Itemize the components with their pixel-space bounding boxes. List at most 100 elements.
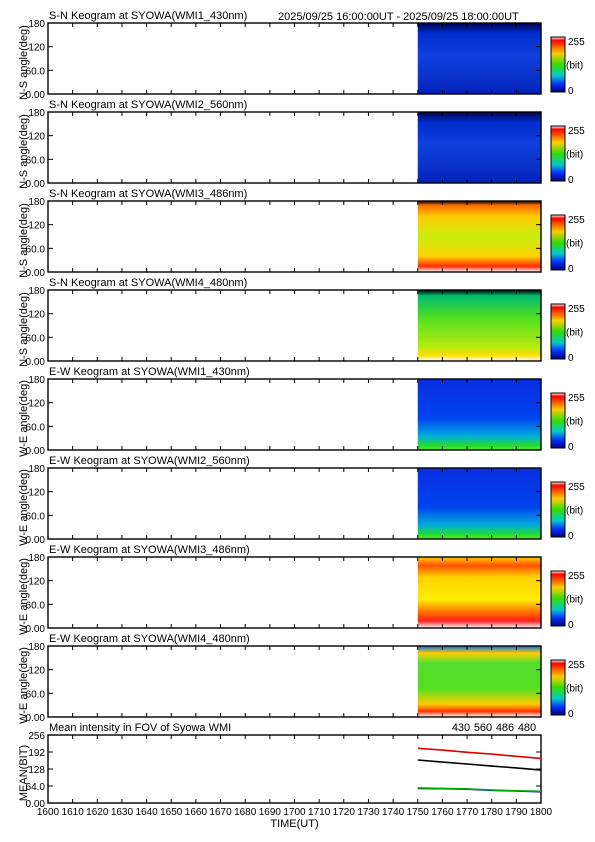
colorbar: 255 (bit) 0 (550, 36, 585, 97)
x-tick-label: 1700 (283, 807, 306, 818)
legend-entry-560: 560 (474, 722, 492, 734)
legend-entry-486: 486 (496, 722, 514, 734)
colorbar-max-label: 255 (568, 304, 585, 315)
colorbar-max-label: 255 (568, 215, 585, 226)
y-tick-label: 60.0 (26, 422, 46, 433)
chart-panel-1: S-N Keogram at SYOWA(WMI1_430nm) N-S angl… (18, 10, 585, 101)
colorbar-max-label: 255 (568, 126, 585, 137)
colorbar: 255 (bit) 0 (550, 125, 585, 186)
y-tick-label: 180 (28, 464, 45, 475)
chart-panel-5: E-W Keogram at SYOWA(WMI1_430nm) W-E angl… (18, 366, 585, 457)
colorbar-unit-label: (bit) (566, 684, 583, 695)
chart-panel-6: E-W Keogram at SYOWA(WMI2_560nm) W-E angl… (18, 455, 585, 546)
colorbar: 255 (bit) 0 (550, 570, 585, 631)
y-tick-label: 0.00 (26, 713, 46, 724)
colorbar-unit-label: (bit) (566, 328, 583, 339)
y-axis-label: W-E angle(deg) (18, 647, 30, 724)
colorbar-gradient (550, 392, 566, 449)
x-tick-label: 1740 (382, 807, 405, 818)
y-tick-label: 180 (28, 197, 45, 208)
panel-title: Mean intensity in FOV of Syowa WMI (49, 722, 231, 734)
x-tick-label: 1730 (357, 807, 380, 818)
colorbar: 255 (bit) 0 (550, 481, 585, 542)
chart-panel-4: S-N Keogram at SYOWA(WMI4_480nm) N-S angl… (18, 277, 585, 368)
heatmap-data (417, 23, 541, 94)
x-tick-label: 1680 (234, 807, 257, 818)
chart-panel-7: E-W Keogram at SYOWA(WMI3_486nm) W-E angl… (18, 544, 585, 635)
y-tick-label: 60.0 (26, 600, 46, 611)
colorbar-min-label: 0 (568, 175, 574, 186)
colorbar-unit-label: (bit) (566, 150, 583, 161)
y-tick-label: 0.00 (26, 179, 46, 190)
y-tick-label: 180 (28, 642, 45, 653)
colorbar-min-label: 0 (568, 531, 574, 542)
colorbar-min-label: 0 (568, 442, 574, 453)
heatmap-data (417, 379, 541, 450)
panel-title: S-N Keogram at SYOWA(WMI2_560nm) (49, 99, 247, 111)
colorbar-gradient (550, 303, 566, 360)
x-tick-label: 1650 (160, 807, 183, 818)
panel-title: E-W Keogram at SYOWA(WMI2_560nm) (49, 455, 250, 467)
x-tick-label: 1630 (111, 807, 134, 818)
panel-title: E-W Keogram at SYOWA(WMI4_480nm) (49, 633, 250, 645)
x-tick-label: 1660 (185, 807, 208, 818)
y-axis-label: W-E angle(deg) (18, 469, 30, 546)
colorbar-gradient (550, 659, 566, 716)
x-tick-label: 1670 (209, 807, 232, 818)
colorbar-min-label: 0 (568, 620, 574, 631)
panel-title: E-W Keogram at SYOWA(WMI1_430nm) (49, 366, 250, 378)
y-tick-label: 0.00 (26, 268, 46, 279)
y-tick-label: 180 (28, 375, 45, 386)
colorbar-max-label: 255 (568, 660, 585, 671)
y-tick-label: 60.0 (26, 333, 46, 344)
y-tick-label: 120 (28, 221, 45, 232)
colorbar-max-label: 255 (568, 37, 585, 48)
panel-title: S-N Keogram at SYOWA(WMI1_430nm) (49, 10, 247, 22)
colorbar-min-label: 0 (568, 709, 574, 720)
x-tick-label: 1640 (135, 807, 158, 818)
y-tick-label: 60.0 (26, 155, 46, 166)
x-tick-label: 1710 (308, 807, 331, 818)
colorbar-max-label: 255 (568, 482, 585, 493)
colorbar-min-label: 0 (568, 264, 574, 275)
colorbar-max-label: 255 (568, 393, 585, 404)
heatmap-data (417, 290, 541, 361)
colorbar-max-label: 255 (568, 571, 585, 582)
y-tick-label: 0.00 (26, 357, 46, 368)
x-tick-label: 1780 (481, 807, 504, 818)
series-line-480 (417, 759, 542, 771)
y-tick-label: 60.0 (26, 689, 46, 700)
colorbar: 255 (bit) 0 (550, 214, 585, 275)
y-tick-label: 0.00 (26, 535, 46, 546)
colorbar: 255 (bit) 0 (550, 303, 585, 364)
heatmap-data (417, 112, 541, 183)
y-axis-label: N-S angle(deg) (18, 292, 30, 367)
series-line-486 (417, 747, 542, 760)
y-tick-label: 192 (28, 748, 45, 759)
y-axis-label: W-E angle(deg) (18, 380, 30, 457)
heatmap-data (417, 201, 541, 272)
colorbar: 255 (bit) 0 (550, 392, 585, 453)
y-tick-label: 120 (28, 43, 45, 54)
colorbar-unit-label: (bit) (566, 417, 583, 428)
x-tick-label: 1610 (62, 807, 85, 818)
y-axis-label: MEAN(BIT) (18, 745, 30, 801)
x-tick-label: 1770 (456, 807, 479, 818)
y-tick-label: 120 (28, 666, 45, 677)
colorbar-gradient (550, 214, 566, 271)
chart-panel-3: S-N Keogram at SYOWA(WMI3_486nm) N-S angl… (18, 188, 585, 279)
colorbar-min-label: 0 (568, 86, 574, 97)
y-tick-label: 60.0 (26, 244, 46, 255)
y-tick-label: 0.00 (26, 446, 46, 457)
y-tick-label: 0.00 (26, 90, 46, 101)
colorbar-min-label: 0 (568, 353, 574, 364)
x-tick-label: 1620 (86, 807, 109, 818)
x-axis-label: TIME(UT) (270, 818, 318, 830)
colorbar-unit-label: (bit) (566, 61, 583, 72)
y-tick-label: 60.0 (26, 511, 46, 522)
y-tick-label: 180 (28, 286, 45, 297)
x-tick-label: 1800 (530, 807, 553, 818)
colorbar-unit-label: (bit) (566, 506, 583, 517)
y-tick-label: 120 (28, 310, 45, 321)
